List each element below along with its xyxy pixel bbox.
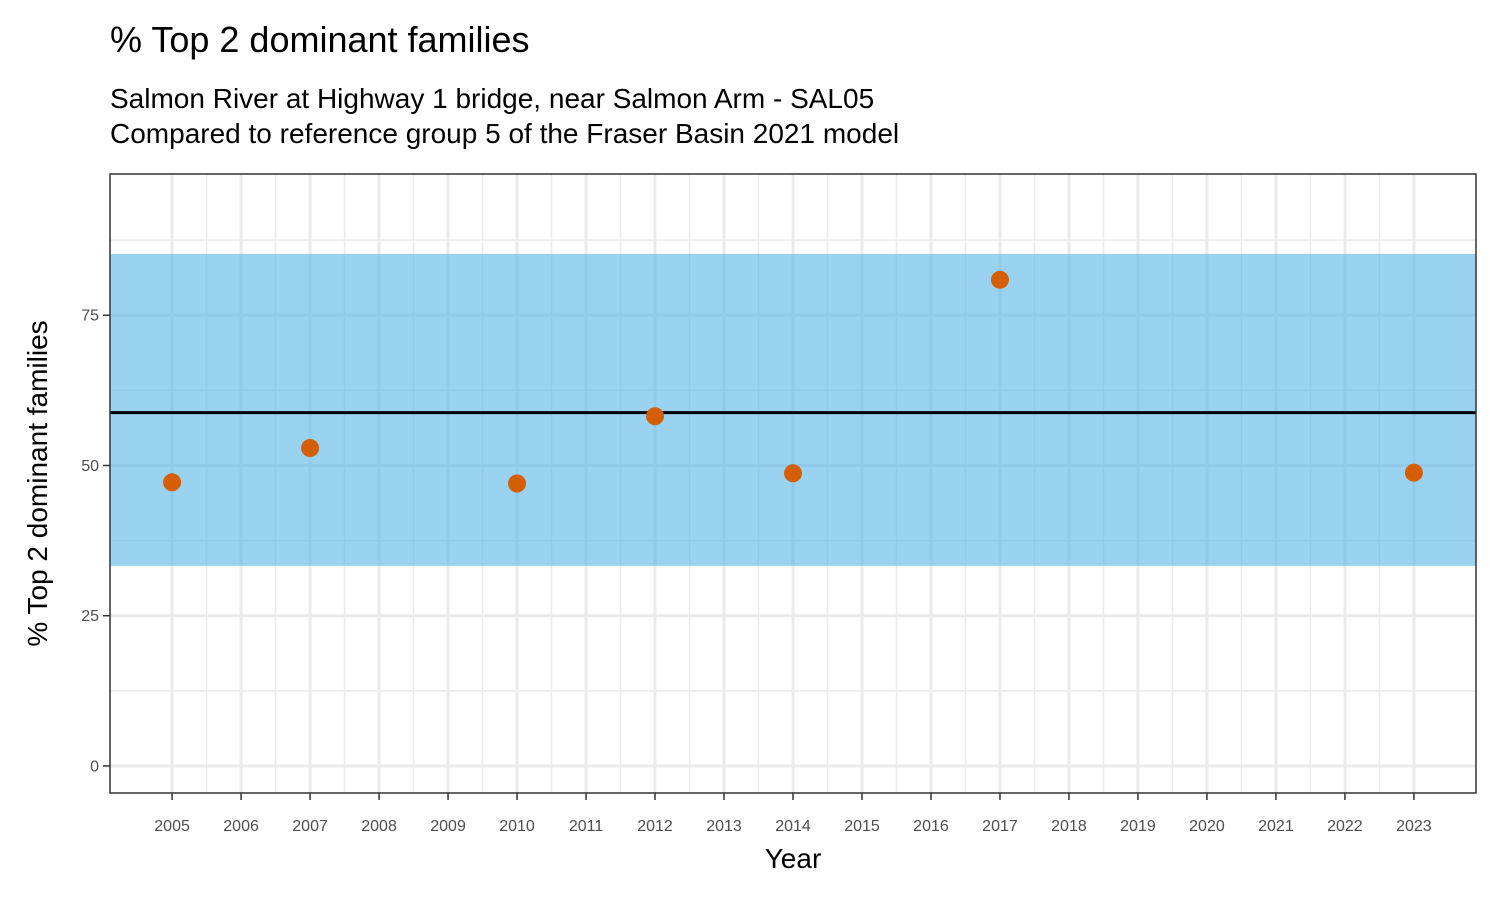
reference-band	[110, 253, 1476, 566]
x-tick-label: 2006	[223, 818, 259, 835]
chart-subtitle-line-1: Salmon River at Highway 1 bridge, near S…	[110, 83, 875, 114]
x-tick-label: 2014	[775, 818, 811, 835]
y-axis: 0 25 50 75	[81, 308, 110, 775]
data-point-2014	[784, 464, 802, 483]
y-axis-title: % Top 2 dominant families	[22, 320, 53, 646]
y-tick-label: 0	[90, 758, 99, 775]
x-axis: 2005 2006 2007 2008 2009 2010 2011 2012 2013 2014…	[154, 793, 1432, 835]
x-tick-label: 2019	[1120, 818, 1156, 835]
x-tick-label: 2007	[292, 818, 328, 835]
data-points	[163, 270, 1423, 493]
x-tick-label: 2013	[706, 818, 742, 835]
x-tick-label: 2011	[569, 818, 604, 835]
x-tick-label: 2012	[637, 818, 673, 835]
y-tick-label: 75	[81, 308, 99, 325]
x-tick-label: 2008	[361, 818, 397, 835]
y-tick-label: 25	[81, 608, 99, 625]
x-tick-label: 2021	[1258, 818, 1294, 835]
data-point-2012	[646, 407, 665, 426]
data-point-2023	[1404, 463, 1423, 482]
x-axis-title: Year	[765, 843, 822, 874]
x-tick-label: 2005	[154, 818, 190, 835]
x-tick-label: 2020	[1189, 818, 1225, 835]
chart-subtitle-line-2: Compared to reference group 5 of the Fra…	[110, 118, 900, 149]
x-tick-label: 2018	[1051, 818, 1087, 835]
chart-title: % Top 2 dominant families	[110, 19, 530, 60]
data-point-2017	[990, 270, 1009, 289]
y-tick-label: 50	[81, 458, 99, 475]
x-tick-label: 2009	[430, 818, 466, 835]
x-tick-label: 2010	[499, 818, 535, 835]
x-tick-label: 2015	[844, 818, 880, 835]
data-point-2005	[163, 473, 182, 492]
x-tick-label: 2017	[982, 818, 1018, 835]
x-tick-label: 2016	[913, 818, 949, 835]
data-point-2010	[508, 474, 527, 493]
x-tick-label: 2023	[1396, 818, 1432, 835]
x-tick-label: 2022	[1327, 818, 1363, 835]
data-point-2007	[301, 439, 320, 458]
